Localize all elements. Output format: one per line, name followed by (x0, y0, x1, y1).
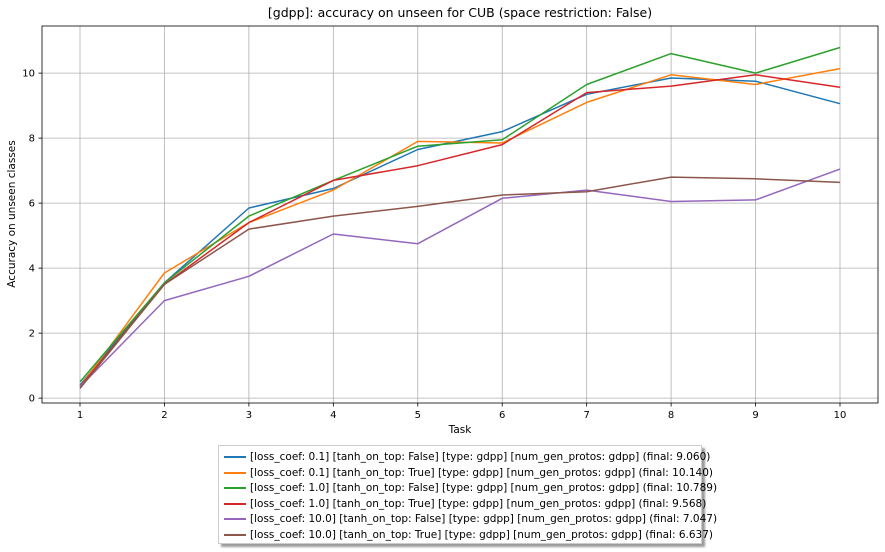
x-tick-label: 10 (834, 410, 847, 421)
x-tick-label: 1 (77, 410, 83, 421)
x-tick-label: 5 (415, 410, 421, 421)
plot-frame (41, 25, 879, 404)
legend-swatch (224, 502, 246, 505)
x-tick-label: 3 (246, 410, 252, 421)
x-tick-label: 4 (330, 410, 336, 421)
y-axis: 0 2 4 6 8 10 (22, 69, 42, 405)
series-line-2 (79, 67, 841, 388)
x-tick-label: 2 (161, 410, 167, 421)
x-tick-label: 7 (583, 410, 589, 421)
legend-swatch (224, 456, 246, 458)
y-tick-label: 8 (29, 134, 35, 145)
x-tick-label: 6 (499, 410, 505, 421)
legend-label: [loss_coef: 10.0] [tanh_on_top: False] [… (250, 513, 718, 525)
chart-title: [gdpp]: accuracy on unseen for CUB (spac… (268, 5, 652, 20)
legend-swatch (224, 533, 246, 536)
legend-swatch (224, 487, 246, 489)
grid (42, 26, 878, 403)
y-tick-label: 4 (29, 264, 35, 275)
series-line-6 (79, 176, 841, 389)
legend-label: [loss_coef: 10.0] [tanh_on_top: True] [t… (250, 528, 713, 541)
series-lines (79, 46, 841, 389)
legend-label: [loss_coef: 1.0] [tanh_on_top: False] [t… (250, 482, 718, 494)
series-line-5 (79, 168, 841, 388)
legend: [loss_coef: 0.1] [tanh_on_top: False] [t… (218, 445, 717, 544)
x-tick-label: 9 (752, 410, 758, 421)
y-tick-label: 2 (29, 329, 35, 340)
legend-label: [loss_coef: 0.1] [tanh_on_top: True] [ty… (250, 466, 713, 479)
legend-label: [loss_coef: 1.0] [tanh_on_top: True] [ty… (250, 497, 707, 510)
y-axis-label: Accuracy on unseen classes (6, 140, 18, 287)
y-tick-label: 10 (22, 69, 35, 80)
legend-swatch (224, 471, 246, 474)
series-line-3 (79, 46, 841, 383)
series-line-4 (79, 74, 841, 388)
x-tick-label: 8 (668, 410, 674, 421)
y-tick-label: 0 (29, 394, 35, 405)
legend-label: [loss_coef: 0.1] [tanh_on_top: False] [t… (250, 451, 711, 463)
series-line-1 (79, 77, 841, 386)
x-axis: 1 2 3 4 5 6 7 8 9 10 (77, 403, 847, 421)
y-tick-label: 6 (29, 199, 35, 210)
x-axis-label: Task (448, 424, 473, 436)
legend-swatch (224, 518, 246, 520)
